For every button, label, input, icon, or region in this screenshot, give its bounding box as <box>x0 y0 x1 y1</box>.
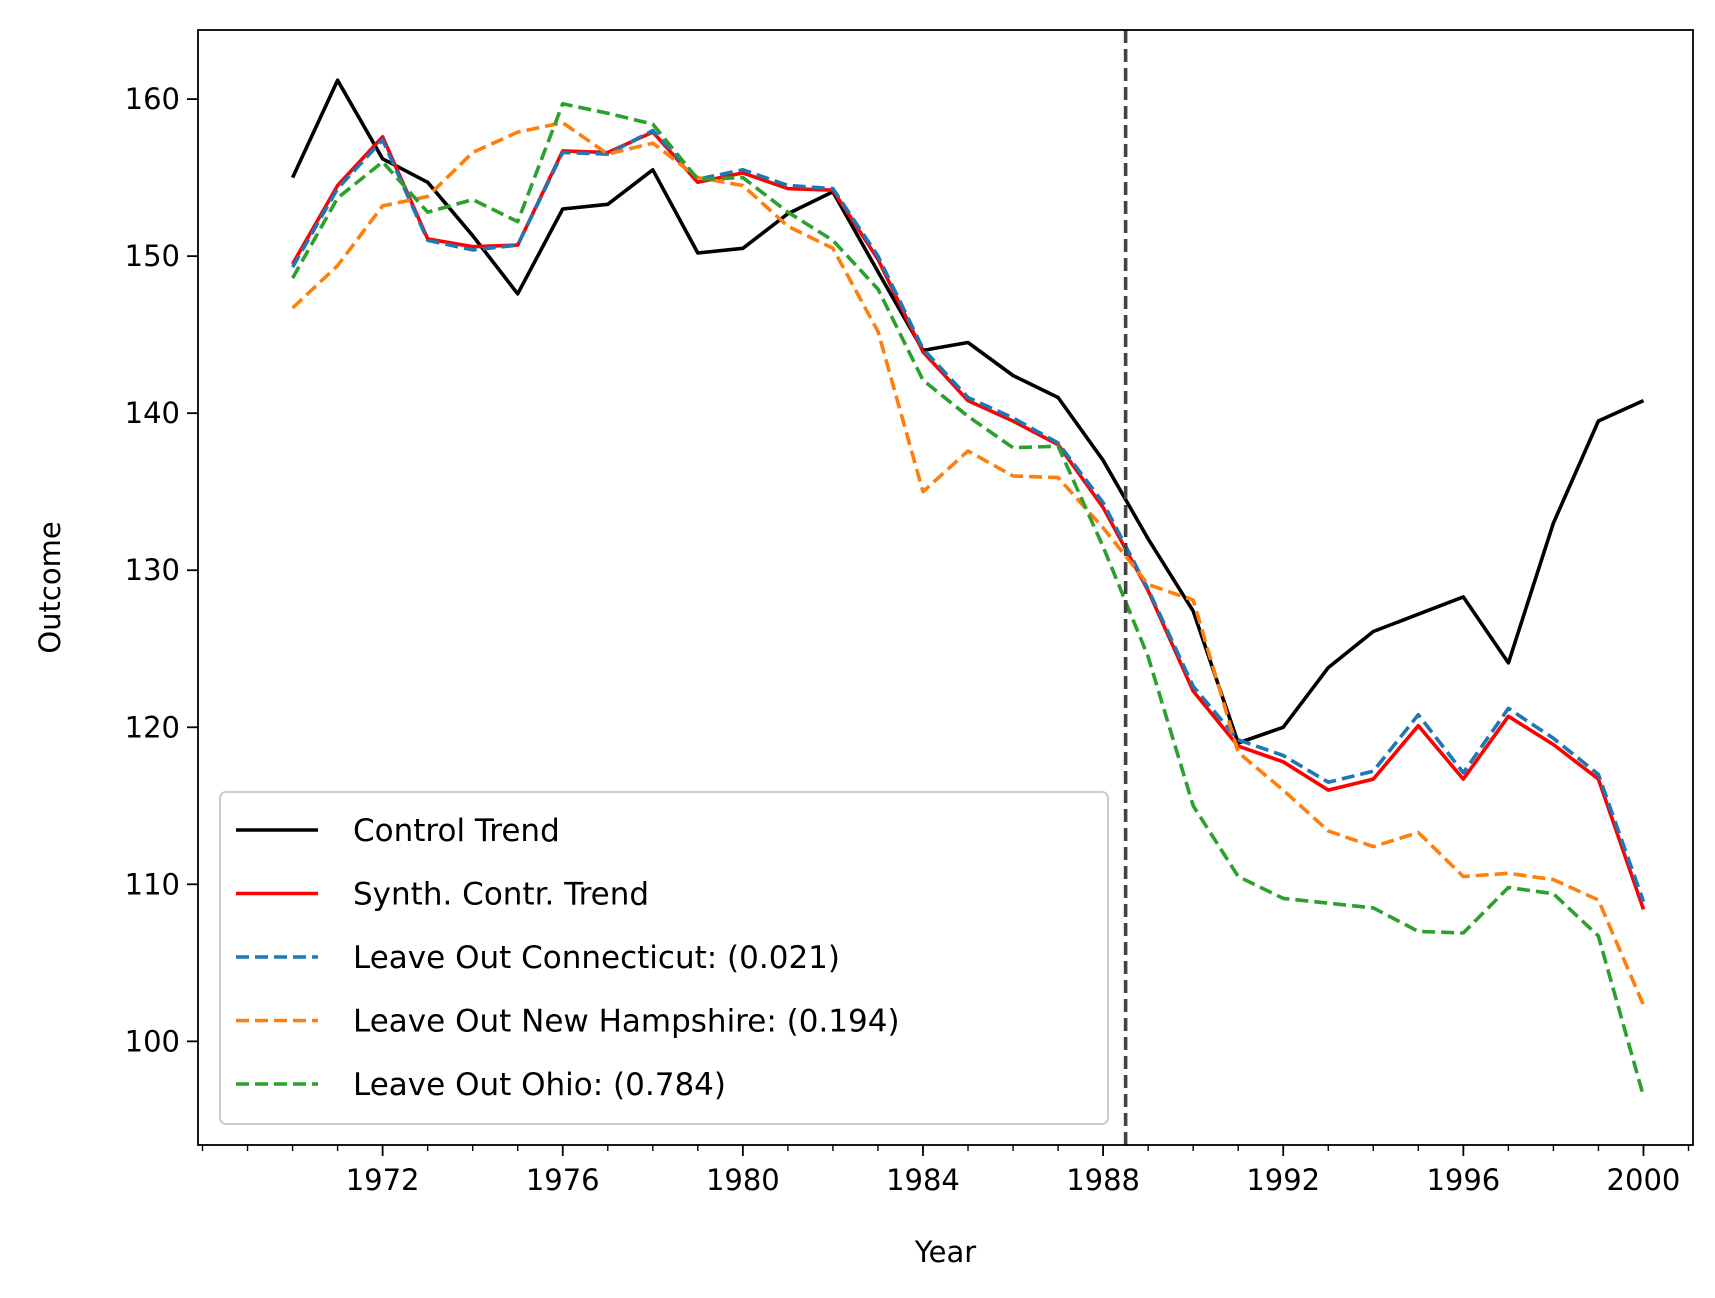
series-line-2 <box>291 128 1646 903</box>
series-line-4 <box>291 102 1646 1097</box>
plot-area <box>290 30 1646 1145</box>
series-line-0 <box>290 78 1645 745</box>
y-axis-label: Outcome <box>33 521 67 653</box>
series-line-1 <box>291 130 1646 910</box>
y-tick-label: 110 <box>125 867 180 901</box>
legend-label-3: Leave Out New Hampshire: (0.194) <box>353 1004 900 1040</box>
x-tick-label: 1984 <box>886 1163 960 1197</box>
x-tick-label: 1996 <box>1426 1163 1500 1197</box>
x-tick-label: 2000 <box>1607 1163 1681 1197</box>
y-tick-label: 160 <box>125 82 180 116</box>
legend-label-2: Leave Out Connecticut: (0.021) <box>353 940 840 976</box>
legend-label-4: Leave Out Ohio: (0.784) <box>353 1067 726 1103</box>
axes: 1972 1976 1980 1984 1988 1992 1996 2000 100 110 12… <box>33 29 1694 1269</box>
legend-label-1: Synth. Contr. Trend <box>353 877 649 913</box>
series-line-3 <box>291 120 1646 1006</box>
y-tick-label: 140 <box>125 396 180 430</box>
legend-label-0: Control Trend <box>353 813 560 849</box>
x-tick-label: 1992 <box>1246 1163 1320 1197</box>
y-tick-label: 130 <box>125 553 180 587</box>
y-tick-label: 100 <box>125 1024 180 1058</box>
axes-frame <box>197 29 1694 1146</box>
y-tick-label: 150 <box>125 239 180 273</box>
x-tick-label: 1988 <box>1066 1163 1140 1197</box>
x-tick-label: 1972 <box>346 1163 420 1197</box>
legend: Control Trend Synth. Contr. Trend Leave Ou… <box>219 791 1109 1125</box>
x-axis-label: Year <box>914 1235 976 1269</box>
y-tick-label: 120 <box>125 710 180 744</box>
legend-box <box>219 791 1109 1125</box>
x-tick-label: 1976 <box>526 1163 600 1197</box>
x-tick-label: 1980 <box>706 1163 780 1197</box>
